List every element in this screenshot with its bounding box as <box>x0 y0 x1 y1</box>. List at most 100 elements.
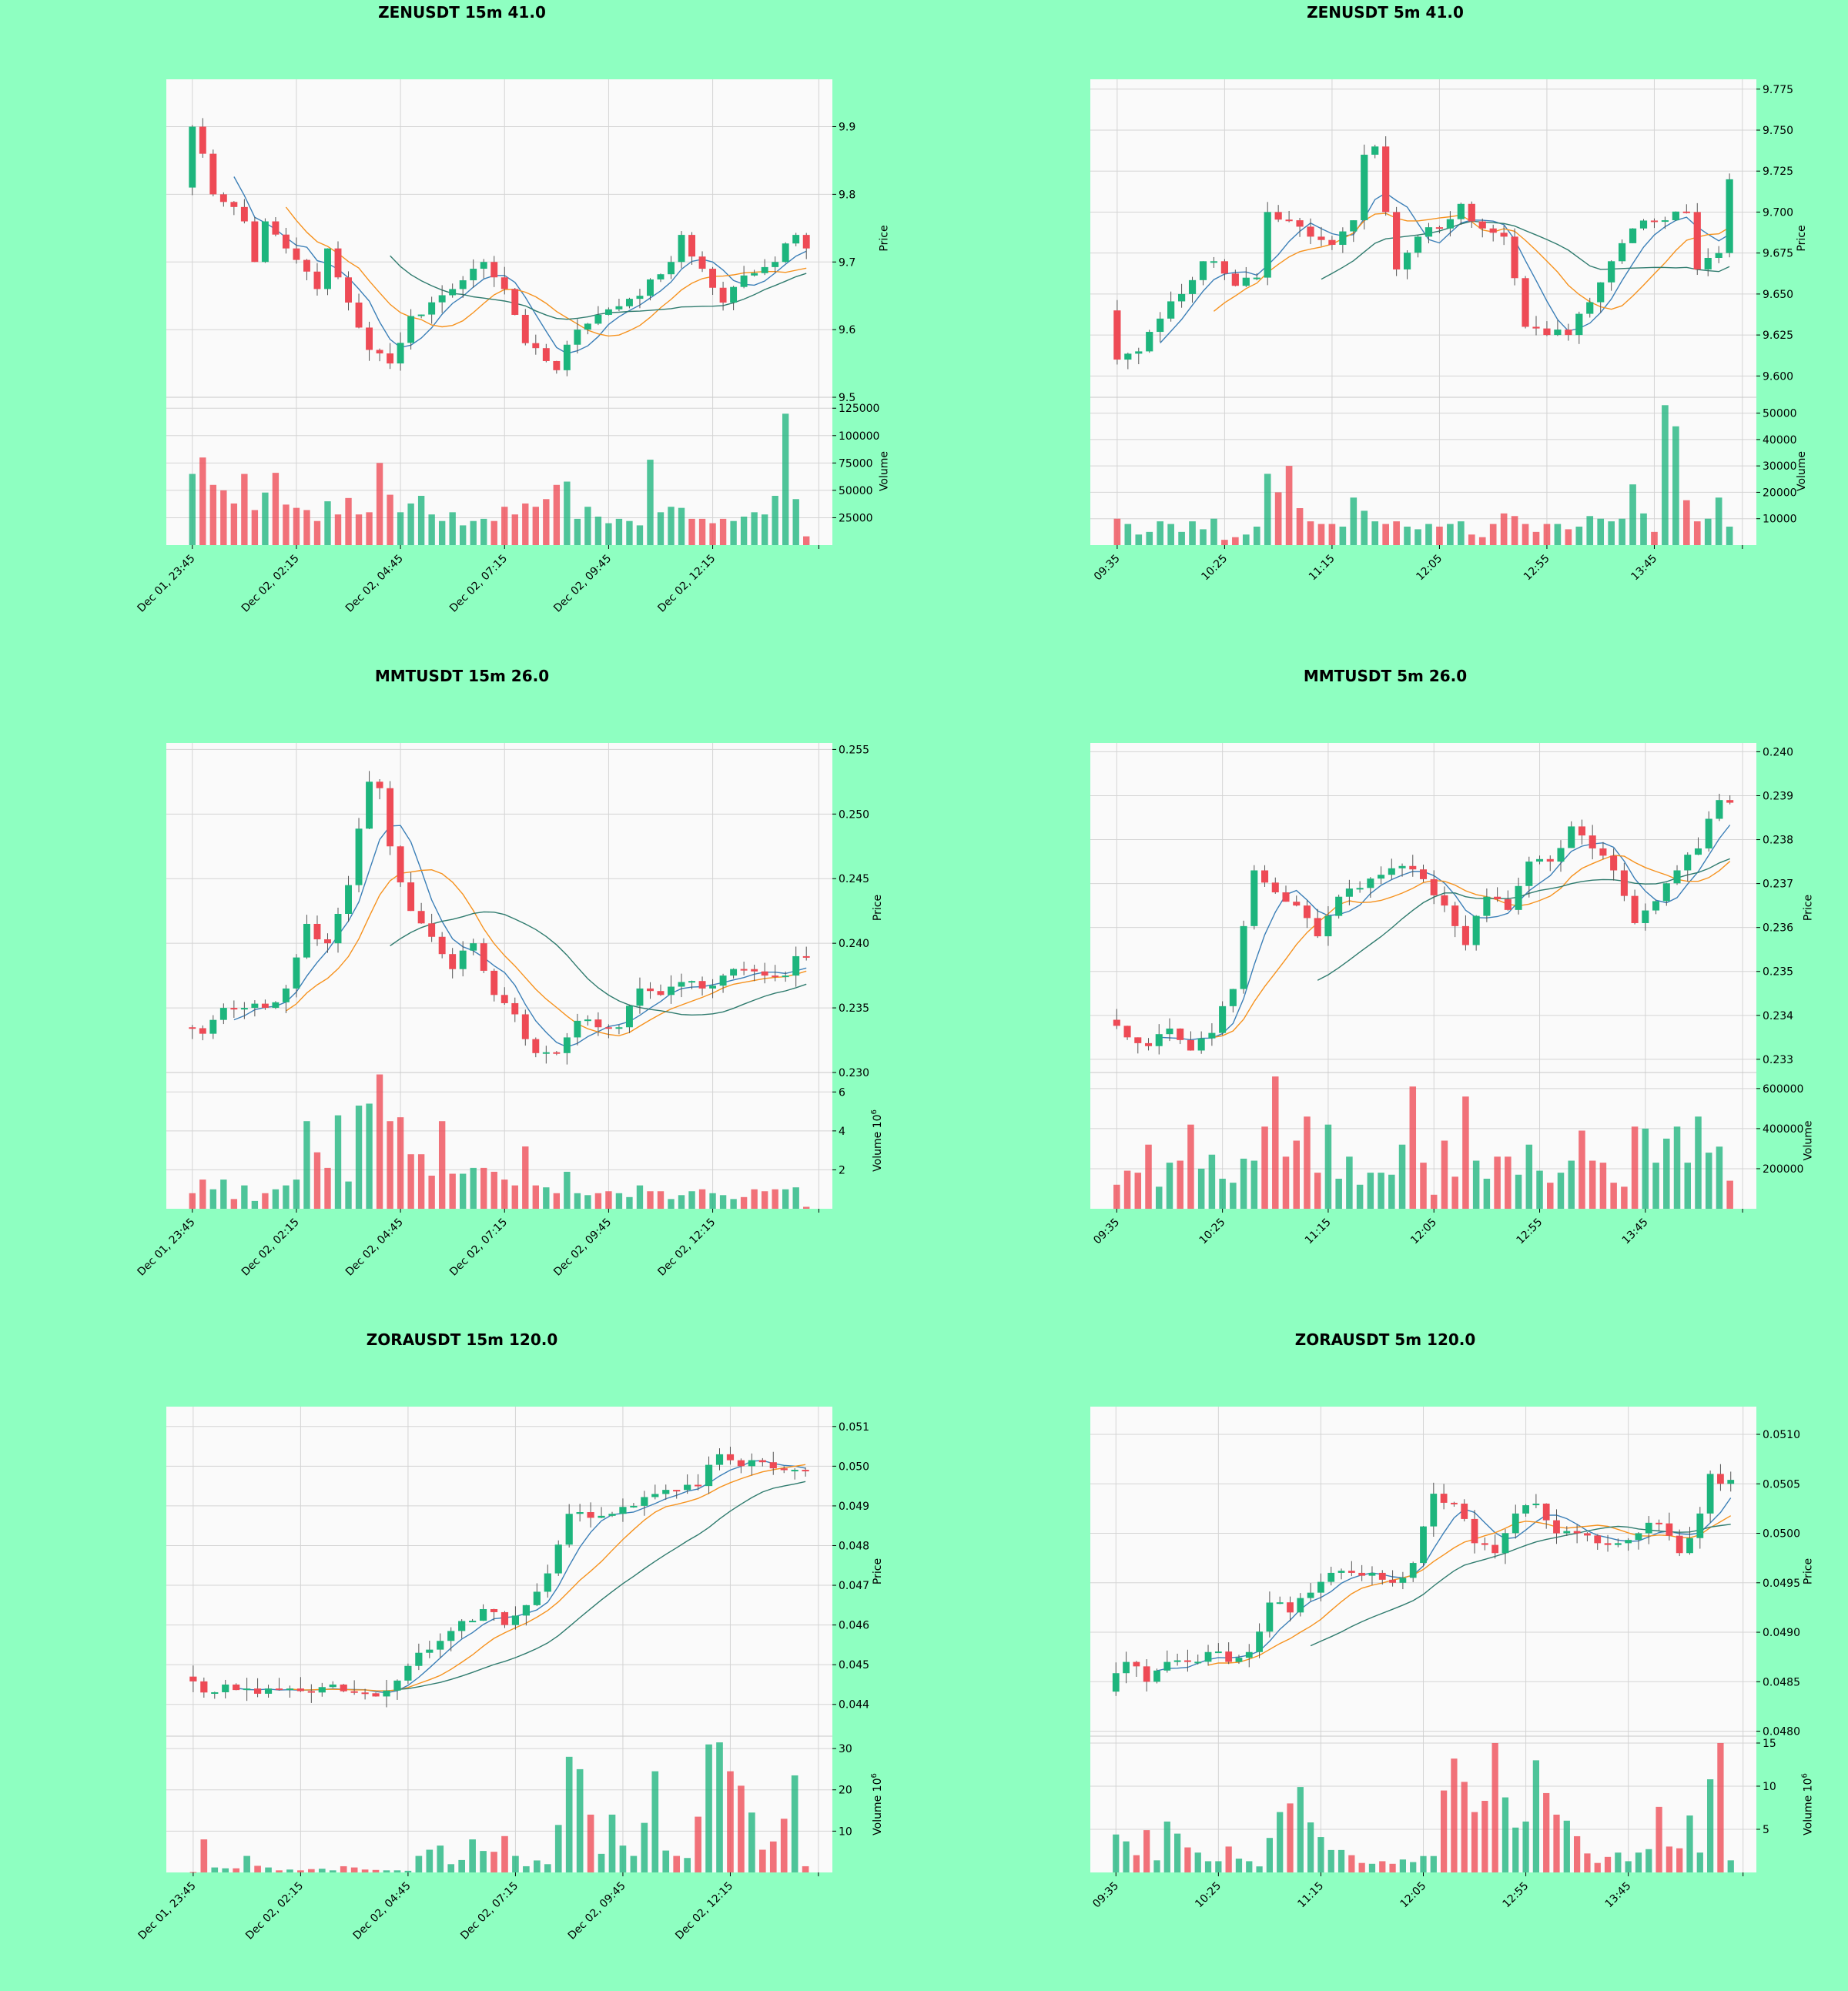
candle-body <box>426 1649 434 1653</box>
volume-bar <box>340 1866 347 1872</box>
candle-body <box>737 1460 745 1467</box>
candle-body <box>1420 1526 1427 1564</box>
volume-bar <box>1430 1194 1438 1209</box>
volume-tick-label: 6 <box>839 1086 845 1099</box>
candle-body <box>625 299 633 306</box>
volume-bar <box>594 1193 602 1209</box>
volume-bar <box>1314 1173 1321 1209</box>
volume-bar <box>387 494 393 545</box>
candle-body <box>1350 220 1358 232</box>
volume-bar <box>1157 521 1164 545</box>
volume-bar <box>1155 1186 1163 1209</box>
volume-bar <box>1662 405 1669 545</box>
volume-bar <box>460 1173 467 1209</box>
candle-body <box>307 1691 315 1693</box>
volume-bar <box>1317 1837 1324 1872</box>
volume-bar <box>243 1855 250 1872</box>
volume-bar <box>1178 531 1185 545</box>
candle-body <box>1155 1034 1163 1046</box>
candle-body <box>199 126 206 154</box>
volume-bar <box>668 1199 675 1209</box>
y-tick-label: 0.051 <box>839 1421 869 1434</box>
volume-bar <box>553 484 561 545</box>
candle-body <box>1184 1660 1191 1662</box>
candle-body <box>1424 227 1433 237</box>
candle-body <box>1642 910 1649 923</box>
candle-body <box>417 314 425 316</box>
candle-body <box>1532 326 1540 329</box>
volume-bar <box>1625 1861 1632 1872</box>
candle-body <box>587 1512 594 1518</box>
volume-bar <box>608 1814 616 1872</box>
candle-body <box>772 262 779 267</box>
volume-bar <box>716 1742 723 1872</box>
candle-body <box>726 1454 735 1461</box>
candle-body <box>1317 236 1325 240</box>
volume-bar <box>740 1196 748 1209</box>
candle-body <box>1393 212 1401 269</box>
volume-bar <box>534 1860 541 1872</box>
y-tick-label: 9.5 <box>839 392 855 404</box>
candle-body <box>1604 1543 1612 1545</box>
volume-bar <box>619 1845 627 1872</box>
volume-bar <box>636 1185 644 1209</box>
volume-bar <box>1261 1126 1268 1209</box>
volume-bar <box>355 1105 363 1209</box>
volume-bar <box>1651 531 1658 545</box>
candle-body <box>1717 1474 1724 1484</box>
candle-body <box>1388 868 1395 875</box>
volume-bar <box>1210 518 1217 545</box>
candle-body <box>1250 870 1258 926</box>
volume-bar <box>657 1191 665 1209</box>
volume-bar <box>1348 1855 1355 1872</box>
candle-body <box>1589 835 1596 848</box>
chart-panel-zenusdt-15m: ZENUSDT 15m 41.0 9.5 9.6 9.7 9.8 9.9 25000 500… <box>136 3 891 615</box>
candle-body <box>1575 313 1583 336</box>
candle-body <box>594 314 602 324</box>
candle-body <box>647 279 654 296</box>
volume-bar <box>355 514 363 545</box>
candle-body <box>1471 1518 1478 1544</box>
candle-body <box>1430 878 1438 895</box>
y-tick-label: 0.245 <box>839 873 869 885</box>
volume-bar <box>1726 527 1733 545</box>
volume-bar <box>1494 1156 1501 1209</box>
volume-bar <box>1414 529 1421 545</box>
candle-body <box>1345 888 1353 897</box>
candle-body <box>1177 293 1186 302</box>
volume-bar <box>792 499 799 545</box>
volume-tick-label: 75000 <box>839 457 873 470</box>
candle-body <box>1398 865 1406 868</box>
candle-body <box>500 277 508 289</box>
volume-bar <box>605 1191 612 1209</box>
candle-body <box>1662 883 1670 902</box>
candle-body <box>782 243 789 263</box>
volume-tick-label: 10000 <box>1763 514 1797 526</box>
volume-tick-label: 20000 <box>1763 487 1797 499</box>
volume-bar <box>1304 1116 1311 1209</box>
candle-body <box>480 262 487 269</box>
candle-body <box>1382 146 1390 212</box>
volume-multiplier-exponent: 6 <box>1801 1773 1810 1778</box>
candle-body <box>615 306 623 310</box>
volume-bar <box>1705 1153 1712 1209</box>
moving-average-line <box>233 825 807 1048</box>
volume-bar <box>791 1775 798 1872</box>
candle-body <box>772 975 779 978</box>
volume-bar <box>283 1185 290 1209</box>
candle-body <box>490 1608 498 1612</box>
volume-bar <box>318 1869 326 1872</box>
candle-body <box>584 323 591 330</box>
volume-bar <box>1388 1174 1395 1209</box>
volume-bar <box>1682 500 1690 545</box>
volume-bar <box>1619 518 1625 545</box>
candle-body <box>1324 915 1332 937</box>
candle-body <box>791 1470 798 1472</box>
volume-bar <box>199 457 206 545</box>
candle-body <box>1639 220 1648 229</box>
candle-body <box>449 954 457 969</box>
candle-body <box>1261 870 1269 883</box>
candle-body <box>1144 1042 1153 1046</box>
candle-body <box>1457 203 1465 219</box>
candle-body <box>542 348 550 361</box>
